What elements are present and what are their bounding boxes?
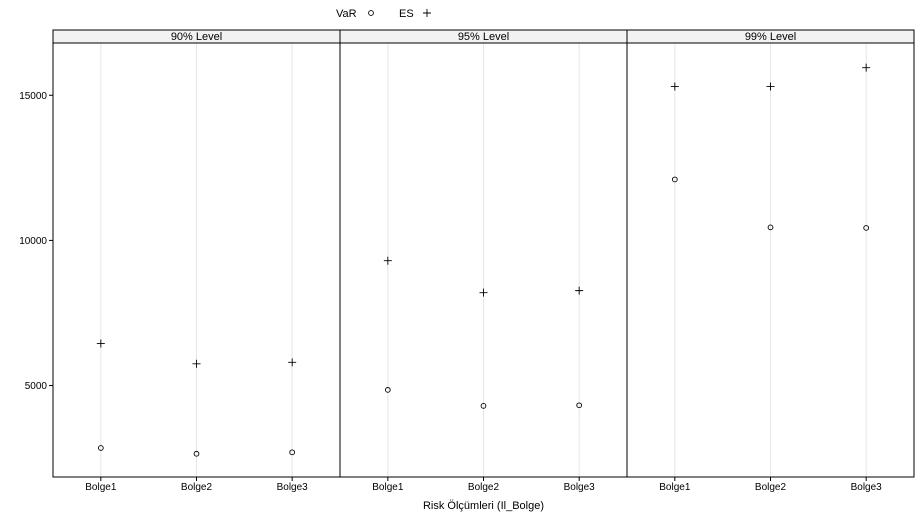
- y-tick-label: 5000: [25, 381, 48, 392]
- x-tick-label: Bolge3: [851, 482, 883, 493]
- point-var: [767, 224, 774, 231]
- y-tick-label: 15000: [19, 91, 47, 102]
- panel-3: 99% Level Bolge1 Bolge2 Bolge3: [626, 29, 915, 493]
- x-tick-label: Bolge2: [755, 482, 787, 493]
- point-es: [383, 256, 392, 265]
- panel-1: 90% Level Bolge1 Bolge2 Bolge3: [52, 29, 341, 493]
- x-tick-label: Bolge1: [372, 482, 404, 493]
- point-var: [671, 176, 678, 183]
- x-tick-label: Bolge1: [659, 482, 691, 493]
- panel-strip-label: 90% Level: [171, 31, 222, 43]
- legend-marker-circle: [368, 10, 374, 16]
- x-tick-label: Bolge2: [181, 482, 213, 493]
- point-es: [479, 288, 488, 297]
- x-tick-label: Bolge3: [564, 482, 596, 493]
- x-tick-label: Bolge3: [277, 482, 309, 493]
- point-es: [96, 339, 105, 348]
- point-var: [193, 450, 200, 457]
- point-var: [97, 445, 104, 451]
- point-es: [575, 286, 584, 295]
- point-var: [576, 402, 583, 409]
- point-var: [863, 225, 870, 231]
- x-tick-label: Bolge2: [468, 482, 500, 493]
- point-es: [670, 82, 679, 91]
- x-tick-label: Bolge1: [85, 482, 117, 493]
- panel-2: 95% Level Bolge1 Bolge2 Bolge3: [339, 29, 628, 493]
- panel-strip-label: 99% Level: [745, 31, 796, 43]
- point-es: [766, 82, 775, 91]
- legend-marker-plus: [423, 9, 431, 17]
- panel-strip-label: 95% Level: [458, 31, 509, 43]
- legend-label-es: ES: [399, 8, 414, 20]
- point-var: [289, 449, 296, 456]
- point-es: [288, 358, 297, 367]
- point-es: [862, 63, 871, 72]
- y-axis: 5000 10000 15000: [19, 91, 53, 392]
- y-tick-label: 10000: [19, 236, 47, 247]
- legend-label-var: VaR: [336, 8, 357, 20]
- panels: 90% Level Bolge1 Bolge2 Bolge3 95% Level Bolg…: [52, 29, 915, 493]
- legend: VaR ES: [336, 8, 431, 20]
- point-es: [192, 359, 201, 368]
- point-var: [384, 387, 391, 393]
- x-axis-title: Risk Ölçümleri (Il_Bolge): [423, 500, 544, 512]
- point-var: [480, 403, 487, 409]
